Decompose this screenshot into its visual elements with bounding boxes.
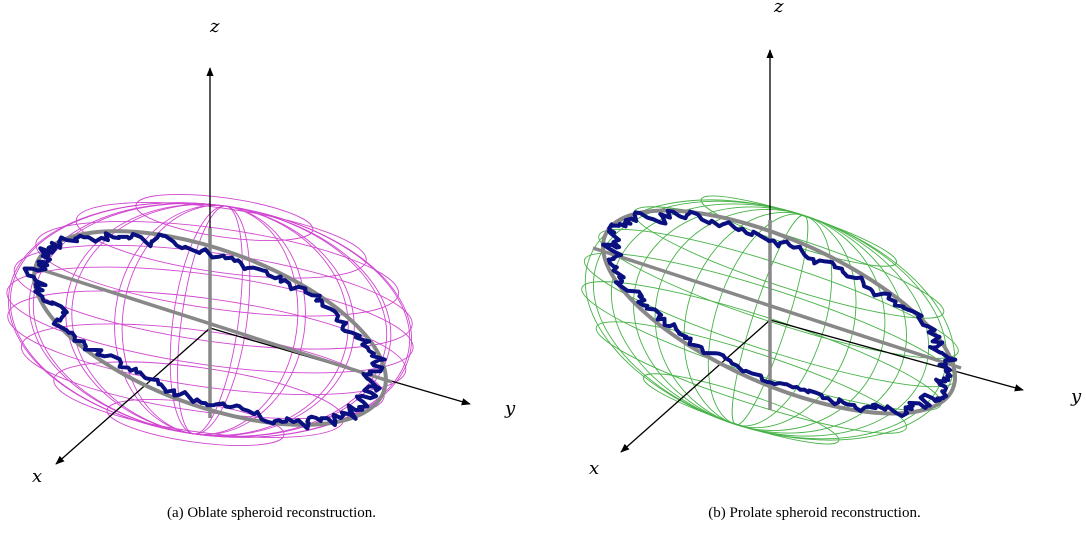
mesh-meridian [9, 202, 411, 438]
mesh-meridian [7, 202, 413, 438]
y-axis-label: y [505, 398, 516, 419]
fitted-ellipse-major-axis [592, 246, 962, 370]
x-axis-label: x [32, 466, 43, 487]
spheroid-mesh [6, 194, 414, 446]
y-axis [769, 319, 1024, 392]
x-axis [620, 319, 771, 453]
fitted-ellipse-ring [32, 229, 388, 427]
trajectory-path [22, 231, 387, 431]
panel-prolate: z y x (b) Prolate spheroid reconstructio… [543, 0, 1086, 539]
fitted-ellipse-major-axis [35, 266, 393, 384]
x-axis-label: x [589, 458, 600, 479]
y-axis-label: y [1071, 386, 1082, 407]
mesh-latitude-ring [13, 244, 413, 350]
caption-a: (a) Oblate spheroid reconstruction. [166, 505, 377, 521]
mesh-meridian [592, 200, 948, 440]
mesh-latitude-ring [700, 195, 898, 267]
z-axis-label: z [210, 16, 220, 37]
trajectory-path [601, 208, 958, 418]
prolate-spheroid-figure [581, 49, 1024, 453]
fitted-ellipse [32, 228, 393, 427]
z-axis-label: z [774, 0, 784, 17]
mesh-latitude-ring [642, 373, 840, 445]
x-axis [55, 327, 211, 465]
mesh-latitude-ring [135, 194, 314, 242]
mesh-latitude-ring [595, 321, 907, 434]
panel-oblate: z y x (a) Oblate spheroid reconstruction… [6, 16, 516, 521]
mesh-latitude-ring [75, 202, 367, 279]
oblate-spheroid-figure [6, 67, 471, 465]
fitted-ellipse-ring [600, 208, 958, 416]
fitted-ellipse [592, 208, 962, 416]
figure-group [6, 67, 471, 465]
figure-group [581, 49, 1024, 453]
mesh-latitude-ring [7, 290, 407, 396]
caption-b: (b) Prolate spheroid reconstruction. [708, 505, 921, 521]
mesh-latitude-ring [6, 266, 414, 374]
